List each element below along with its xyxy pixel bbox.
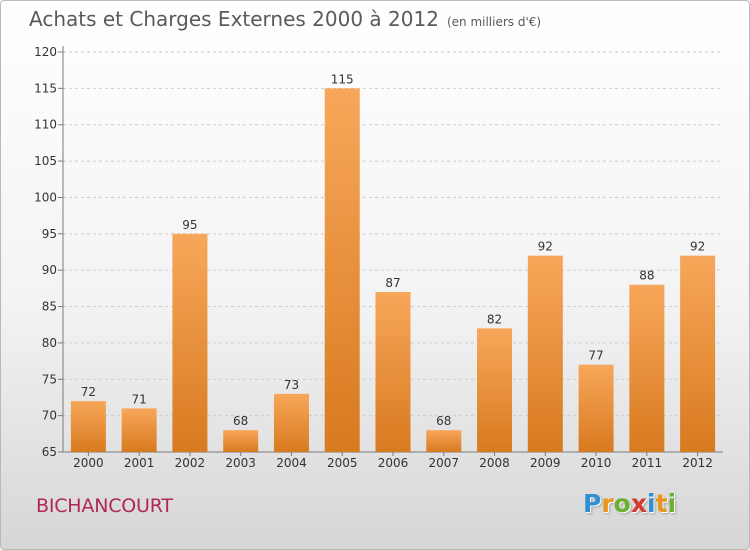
bar-value-label: 88	[639, 269, 654, 283]
bar	[680, 255, 716, 452]
x-tick-label: 2003	[225, 456, 256, 470]
bar	[375, 292, 411, 452]
bar-value-label: 71	[132, 392, 147, 406]
y-tick-label: 75	[42, 372, 57, 386]
logo-letter: P	[583, 489, 602, 518]
y-tick-label: 100	[34, 190, 57, 204]
logo-letter: i	[647, 489, 656, 518]
x-tick-label: 2009	[530, 456, 561, 470]
bar	[324, 88, 360, 452]
proxiti-logo: Proxiti	[583, 489, 676, 518]
bar	[477, 328, 513, 452]
x-tick-label: 2008	[479, 456, 510, 470]
bar-value-label: 115	[331, 72, 354, 86]
y-tick-label: 65	[42, 445, 57, 459]
bar-value-label: 72	[81, 385, 96, 399]
y-tick-label: 80	[42, 336, 57, 350]
y-tick-label: 110	[34, 118, 57, 132]
y-tick-label: 105	[34, 154, 57, 168]
bar	[578, 364, 614, 452]
x-tick-label: 2006	[378, 456, 409, 470]
bar-value-label: 68	[436, 414, 451, 428]
chart-title-text: Achats et Charges Externes 2000 à 2012	[29, 7, 439, 31]
logo-letter: x	[630, 489, 647, 518]
logo-letter: o	[613, 489, 631, 518]
logo-letter: r	[601, 489, 614, 518]
chart-unit: (en milliers d'€)	[446, 15, 542, 29]
chart-title: Achats et Charges Externes 2000 à 2012 (e…	[29, 7, 541, 31]
bar	[273, 393, 309, 452]
bar	[426, 430, 462, 452]
logo-letter: i	[667, 489, 677, 518]
place-name: BICHANCOURT	[36, 495, 173, 517]
x-tick-label: 2002	[175, 456, 206, 470]
bar-value-label: 87	[385, 276, 400, 290]
bar-value-label: 92	[690, 240, 705, 254]
y-tick-label: 120	[34, 45, 57, 59]
x-tick-label: 2010	[581, 456, 612, 470]
logo-letter: t	[655, 489, 668, 518]
y-tick-label: 85	[42, 300, 57, 314]
y-tick-label: 90	[42, 263, 57, 277]
bar	[121, 408, 157, 452]
y-tick-label: 70	[42, 409, 57, 423]
x-tick-label: 2005	[327, 456, 358, 470]
x-tick-label: 2004	[276, 456, 307, 470]
bar-value-label: 73	[284, 378, 299, 392]
x-tick-label: 2000	[73, 456, 104, 470]
x-tick-label: 2011	[632, 456, 663, 470]
bar-value-label: 95	[182, 218, 197, 232]
x-tick-label: 2007	[428, 456, 459, 470]
x-tick-label: 2001	[124, 456, 155, 470]
bar-value-label: 92	[538, 240, 553, 254]
bar	[629, 284, 665, 452]
bar-value-label: 77	[588, 349, 603, 363]
bar	[172, 233, 208, 452]
x-tick-label: 2012	[682, 456, 713, 470]
bar	[70, 401, 106, 452]
bar	[527, 255, 563, 452]
bar	[223, 430, 259, 452]
y-tick-label: 115	[34, 81, 57, 95]
bar-value-label: 68	[233, 414, 248, 428]
y-tick-label: 95	[42, 227, 57, 241]
bar-value-label: 82	[487, 312, 502, 326]
